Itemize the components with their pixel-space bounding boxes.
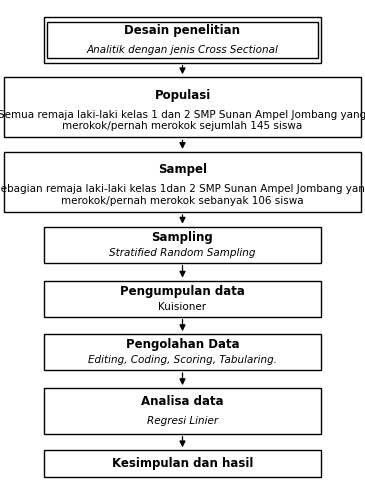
Bar <box>44 388 321 434</box>
Text: Regresi Linier: Regresi Linier <box>147 416 218 426</box>
Text: Semua remaja laki-laki kelas 1 dan 2 SMP Sunan Ampel Jombang yang
merokok/pernah: Semua remaja laki-laki kelas 1 dan 2 SMP… <box>0 110 365 131</box>
Text: Analitik dengan jenis Cross Sectional: Analitik dengan jenis Cross Sectional <box>87 45 278 55</box>
Text: Analisa data: Analisa data <box>141 395 224 408</box>
Bar <box>44 17 321 63</box>
Bar <box>44 450 321 477</box>
Bar <box>44 227 321 263</box>
Text: Desain penelitian: Desain penelitian <box>124 24 241 37</box>
Text: Editing, Coding, Scoring, Tabularing.: Editing, Coding, Scoring, Tabularing. <box>88 355 277 365</box>
Text: Sampling: Sampling <box>151 231 214 244</box>
Text: Pengolahan Data: Pengolahan Data <box>126 338 239 351</box>
Text: Kesimpulan dan hasil: Kesimpulan dan hasil <box>112 457 253 470</box>
Bar <box>47 22 318 58</box>
Bar <box>4 152 361 212</box>
Bar <box>44 281 321 317</box>
Text: Sebagian remaja laki-laki kelas 1dan 2 SMP Sunan Ampel Jombang yang
merokok/pern: Sebagian remaja laki-laki kelas 1dan 2 S… <box>0 185 365 206</box>
Text: Sampel: Sampel <box>158 163 207 176</box>
Text: Kuisioner: Kuisioner <box>158 302 207 311</box>
Bar <box>4 77 361 137</box>
Text: Stratified Random Sampling: Stratified Random Sampling <box>109 248 256 257</box>
Text: Pengumpulan data: Pengumpulan data <box>120 285 245 298</box>
Bar <box>44 334 321 370</box>
Text: Populasi: Populasi <box>154 89 211 102</box>
